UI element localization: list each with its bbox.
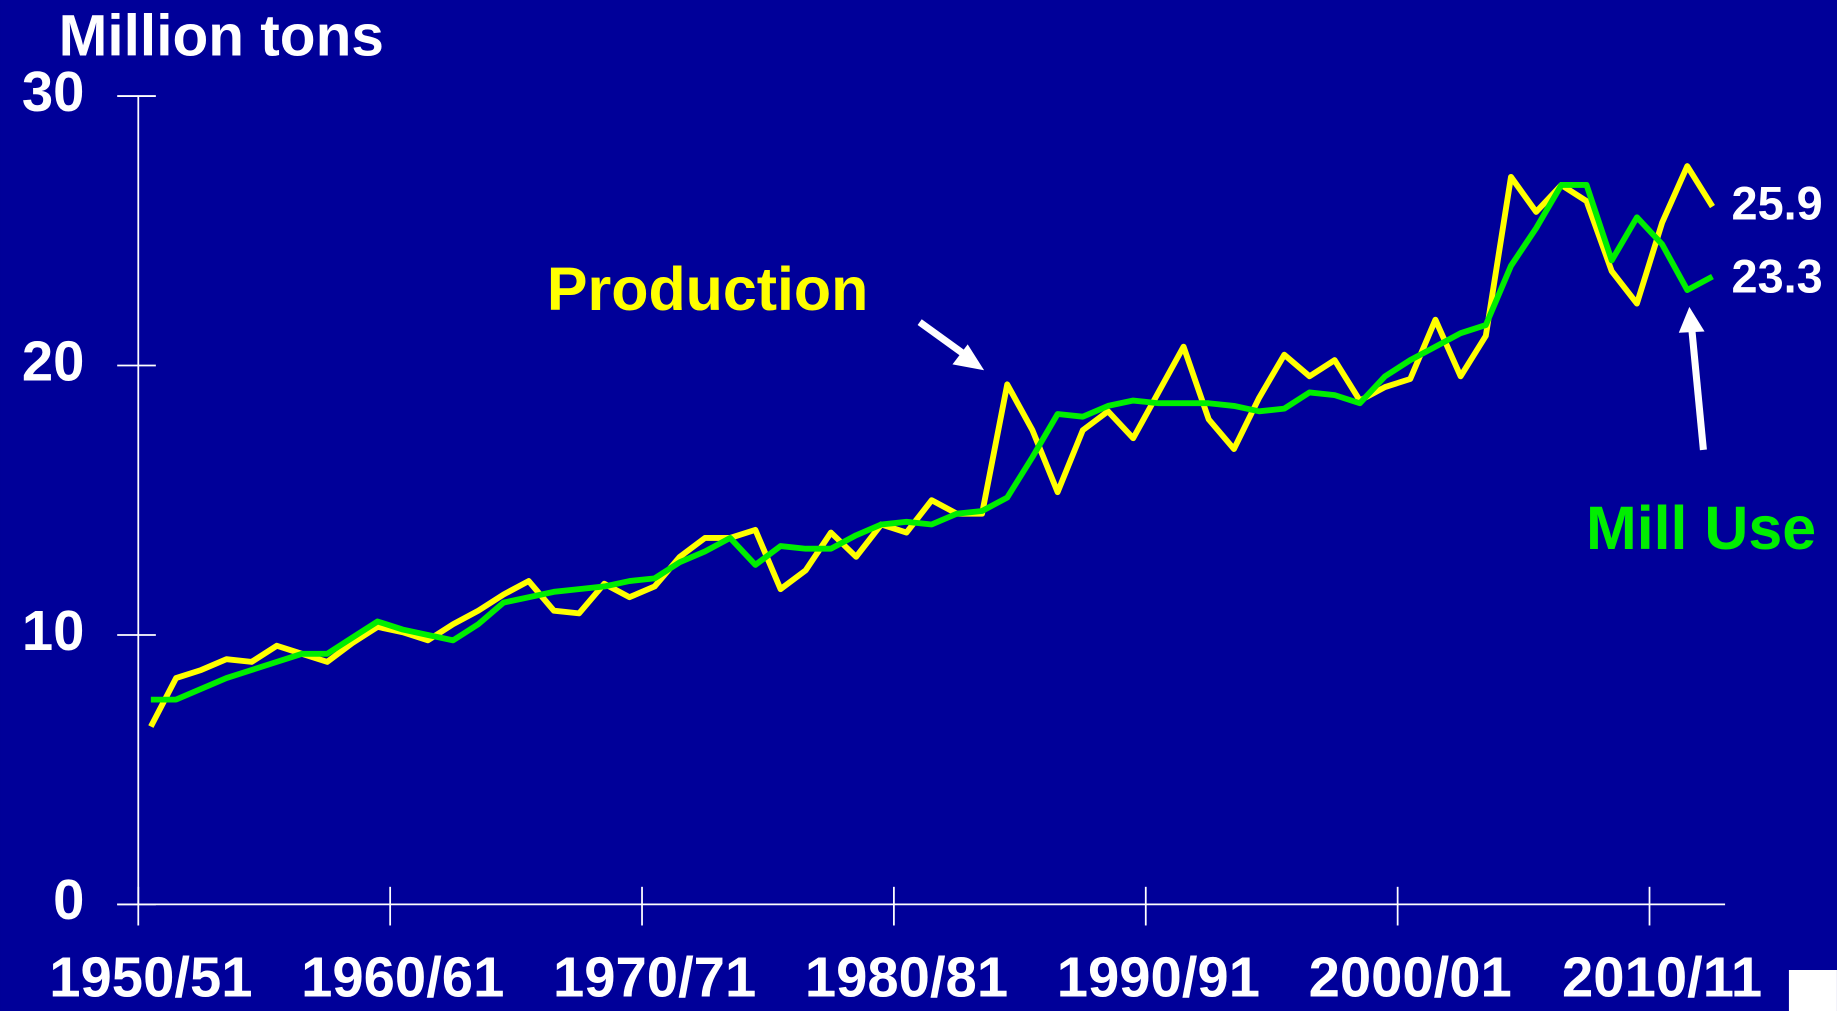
- y-tick-label: 10: [22, 599, 85, 662]
- x-tick-label: 1960/61: [301, 946, 504, 1009]
- end-value-label: 23.3: [1732, 250, 1823, 302]
- arrow-head: [1678, 306, 1705, 333]
- y-axis-label: Million tons: [59, 3, 384, 68]
- logo-icon: [1788, 969, 1837, 1011]
- y-tick-label: 30: [22, 60, 85, 123]
- end-value-label: 25.9: [1732, 178, 1823, 230]
- series-label: Mill Use: [1586, 494, 1816, 562]
- y-tick-label: 0: [53, 868, 84, 931]
- x-tick-label: 1980/81: [805, 946, 1008, 1009]
- series-line: [148, 163, 1715, 728]
- arrow-head: [952, 344, 985, 371]
- annotation-arrows: [917, 306, 1707, 451]
- x-tick-label: 1970/71: [553, 946, 756, 1009]
- y-tick-label: 20: [22, 329, 85, 392]
- x-tick-label: 1950/51: [49, 946, 252, 1009]
- arrow-line: [1688, 327, 1707, 451]
- x-tick-label: 2000/01: [1309, 946, 1512, 1009]
- series-line: [150, 182, 1714, 703]
- x-tick-label: 2010/11: [1562, 946, 1762, 1009]
- x-tick-label: 1990/91: [1057, 946, 1260, 1009]
- series-label: Production: [547, 255, 868, 323]
